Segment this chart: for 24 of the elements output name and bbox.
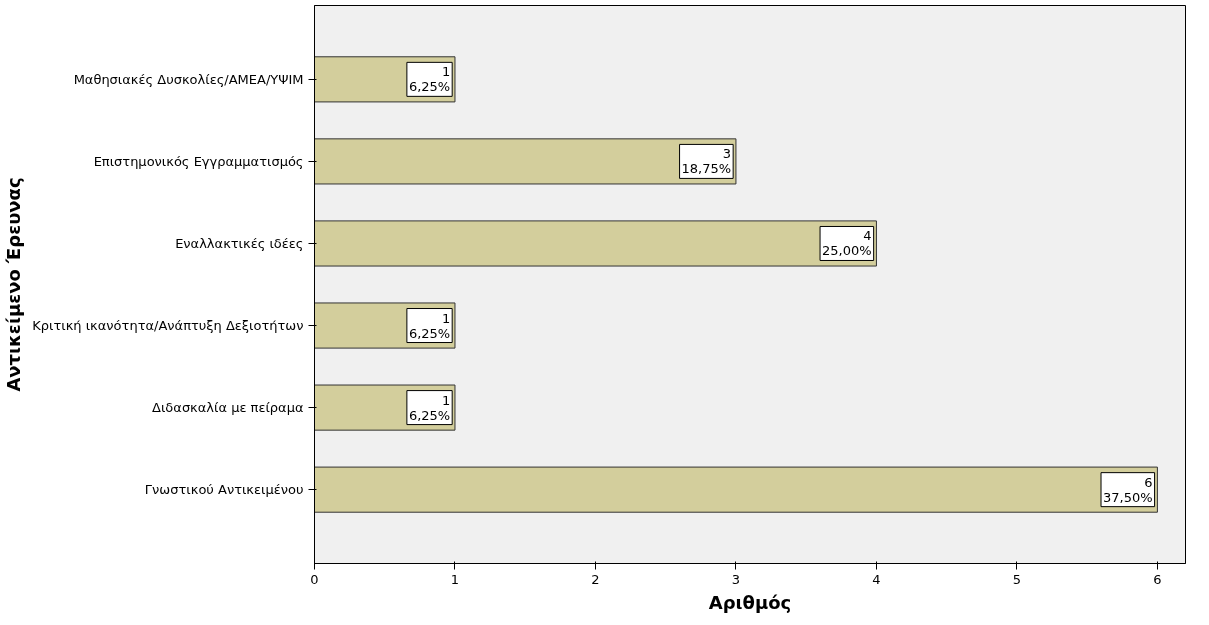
x-tick-label: 0 (310, 571, 319, 587)
y-tick-label: Μαθησιακές Δυσκολίες/ΑΜΕΑ/ΥΨΙΜ (73, 71, 304, 87)
x-tick-label: 4 (872, 571, 881, 587)
x-axis-title: Αριθμός (708, 591, 792, 613)
bar (314, 466, 1158, 513)
data-label: 3 18,75% (681, 146, 732, 177)
y-tick-label: Γνωστικού Αντικειμένου (144, 482, 304, 498)
y-tick-label: Εναλλακτικές ιδέες (175, 235, 304, 251)
data-label: 1 6,25% (408, 392, 451, 423)
bar (314, 138, 737, 185)
y-tick-label: Επιστημονικός Εγγραμματισμός (93, 153, 304, 169)
x-tick-label: 1 (450, 571, 460, 587)
x-tick-label: 5 (1012, 571, 1022, 587)
data-label: 4 25,00% (822, 228, 872, 259)
data-label: 1 6,25% (408, 64, 451, 95)
y-axis-title: Αντικείμενο Έρευνας (3, 177, 25, 392)
y-tick-label: Διδασκαλία με πείραμα (152, 400, 304, 416)
x-tick-label: 3 (731, 571, 741, 587)
bar (314, 220, 877, 267)
x-tick-label: 6 (1153, 571, 1162, 587)
y-tick-label: Κριτική ικανότητα/Ανάπτυξη Δεξιοτήτων (32, 318, 304, 334)
data-label: 6 37,50% (1103, 474, 1153, 505)
data-label: 1 6,25% (408, 310, 451, 341)
x-tick-label: 2 (591, 571, 600, 587)
